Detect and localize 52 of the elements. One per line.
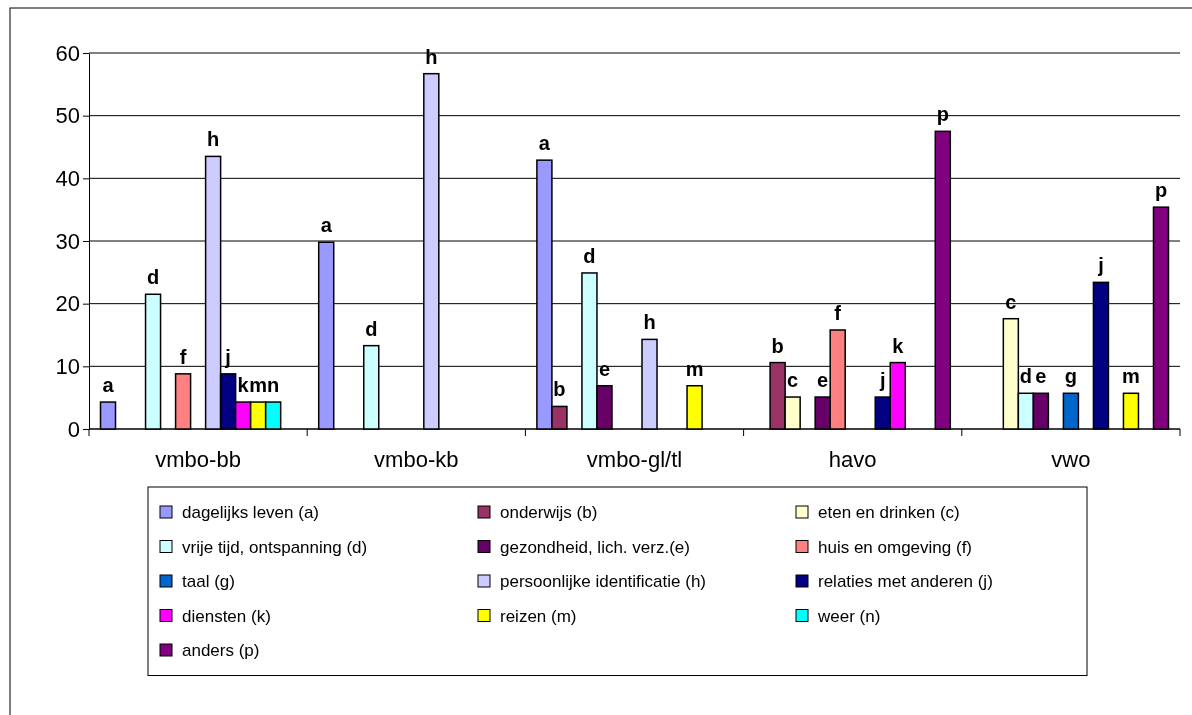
data-label: h xyxy=(425,45,438,68)
data-label: a xyxy=(538,132,551,155)
legend-label: taal (g) xyxy=(182,572,235,591)
data-label: d xyxy=(1019,365,1032,388)
legend-label: relaties met anderen (j) xyxy=(818,572,993,591)
data-label: n xyxy=(267,374,280,397)
data-label: j xyxy=(878,369,886,392)
y-tick-label: 40 xyxy=(55,165,80,191)
data-label: c xyxy=(787,369,799,392)
x-tick-label: havo xyxy=(828,447,877,472)
data-label: h xyxy=(643,311,656,334)
x-tick-label: vmbo-bb xyxy=(155,447,241,472)
legend-label: gezondheid, lich. verz.(e) xyxy=(500,537,690,557)
y-tick-label: 30 xyxy=(55,228,80,254)
data-label: k xyxy=(237,374,250,397)
data-label: f xyxy=(834,301,842,324)
x-tick-label: vmbo-kb xyxy=(374,447,459,472)
legend-label: vrije tijd, ontspanning (d) xyxy=(182,537,368,557)
data-label: f xyxy=(179,345,187,368)
legend-label: dagelijks leven (a) xyxy=(182,503,320,522)
data-label: b xyxy=(553,378,566,401)
legend-label: eten en drinken (c) xyxy=(818,503,960,522)
data-label: e xyxy=(1035,365,1047,388)
data-label: m xyxy=(1122,365,1140,388)
data-label: e xyxy=(817,369,829,392)
y-tick-label: 60 xyxy=(55,40,80,66)
y-tick-label: 50 xyxy=(55,103,80,129)
x-tick-label: vmbo-gl/tl xyxy=(586,447,683,472)
data-label: g xyxy=(1064,365,1078,388)
legend-label: onderwijs (b) xyxy=(500,503,598,522)
data-label: m xyxy=(249,374,268,397)
legend-label: weer (n) xyxy=(817,606,881,626)
data-label: p xyxy=(1154,179,1168,202)
legend-label: huis en omgeving (f) xyxy=(818,537,973,557)
data-label: a xyxy=(102,374,115,397)
data-label: j xyxy=(1097,254,1104,277)
data-label: j xyxy=(224,345,231,368)
data-label: b xyxy=(771,334,784,357)
data-label: h xyxy=(207,128,220,151)
y-tick-label: 0 xyxy=(67,416,80,442)
data-label: d xyxy=(583,244,596,267)
legend-label: anders (p) xyxy=(182,641,260,660)
data-label: a xyxy=(320,214,333,237)
data-label: d xyxy=(365,317,378,340)
y-tick-label: 10 xyxy=(55,353,80,379)
data-label: k xyxy=(892,334,905,357)
legend-label: persoonlijke identificatie (h) xyxy=(500,572,706,591)
legend-label: diensten (k) xyxy=(182,606,271,626)
data-label: d xyxy=(146,266,160,289)
x-tick-label: vwo xyxy=(1051,447,1091,472)
legend-label: reizen (m) xyxy=(500,606,577,626)
y-tick-label: 20 xyxy=(55,291,80,317)
